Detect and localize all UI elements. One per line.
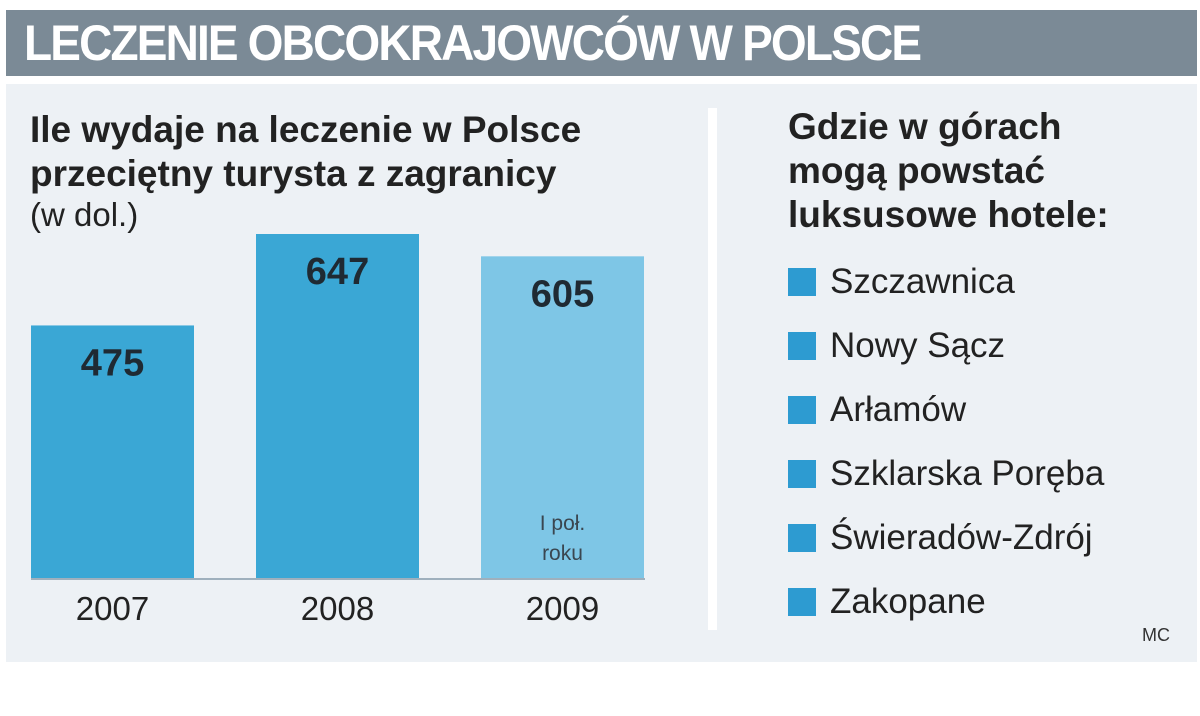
- bar-chart: 475 2007 647 2008 605 2009 I poł. roku: [31, 234, 645, 627]
- title-banner: LECZENIE OBCOKRAJOWCÓW W POLSCE: [6, 10, 1197, 76]
- hotel-location-label: Świeradów-Zdrój: [830, 518, 1093, 557]
- square-bullet-icon: [788, 396, 816, 424]
- hotel-list-title-line-3: luksusowe hotele:: [788, 194, 1109, 235]
- chart-title-line-1: Ile wydaje na leczenie w Polsce: [30, 109, 582, 150]
- x-tick-label-2008: 2008: [301, 590, 374, 627]
- square-bullet-icon: [788, 268, 816, 296]
- hotel-location-label: Szczawnica: [830, 262, 1015, 301]
- hotel-list-title-line-1: Gdzie w górach: [788, 106, 1062, 147]
- page-title: LECZENIE OBCOKRAJOWCÓW W POLSCE: [24, 15, 922, 71]
- bar-2009: [481, 256, 644, 578]
- square-bullet-icon: [788, 588, 816, 616]
- hotel-location-label: Nowy Sącz: [830, 326, 1006, 365]
- panel-divider: [708, 108, 717, 630]
- chart-unit: (w dol.): [30, 196, 139, 233]
- hotel-location-list: Szczawnica Nowy Sącz Arłamów Szklarska Porę…: [788, 250, 1104, 634]
- value-label-2008: 647: [306, 251, 369, 293]
- hotel-location-item: Nowy Sącz: [788, 314, 1104, 378]
- x-tick-label-2007: 2007: [76, 590, 149, 627]
- hotel-location-item: Zakopane: [788, 570, 1104, 634]
- square-bullet-icon: [788, 332, 816, 360]
- hotel-location-item: Świeradów-Zdrój: [788, 506, 1104, 570]
- chart-title-line-2: przeciętny turysta z zagranicy: [30, 153, 557, 194]
- value-label-2009: 605: [531, 273, 594, 315]
- hotel-list-title-line-2: mogą powstać: [788, 150, 1045, 191]
- bar-2008: [256, 234, 419, 578]
- bar-annotation-2009-line-2: roku: [542, 542, 583, 565]
- bar-annotation-2009-line-1: I poł.: [540, 512, 586, 535]
- hotel-list-title: Gdzie w górach mogą powstać luksusowe ho…: [788, 105, 1109, 237]
- hotel-location-label: Arłamów: [830, 390, 967, 429]
- square-bullet-icon: [788, 460, 816, 488]
- hotel-location-item: Szklarska Poręba: [788, 442, 1104, 506]
- hotel-location-label: Zakopane: [830, 582, 986, 621]
- chart-title: Ile wydaje na leczenie w Polsce przecięt…: [30, 108, 581, 196]
- square-bullet-icon: [788, 524, 816, 552]
- value-label-2007: 475: [81, 342, 144, 384]
- credit: MC: [1142, 625, 1170, 645]
- hotel-location-item: Szczawnica: [788, 250, 1104, 314]
- bar-2007: [31, 325, 194, 578]
- hotel-location-item: Arłamów: [788, 378, 1104, 442]
- hotel-location-label: Szklarska Poręba: [830, 454, 1105, 493]
- x-tick-label-2009: 2009: [526, 590, 599, 627]
